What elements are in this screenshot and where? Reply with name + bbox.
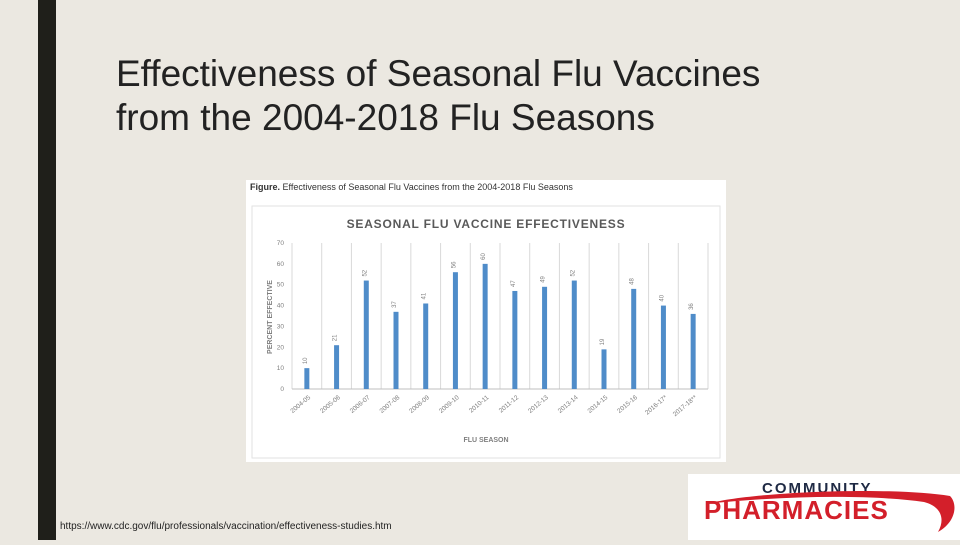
bar [363,280,369,389]
bar [601,349,607,389]
bar [512,290,518,389]
bar [334,345,340,389]
pharmacies-swoosh-logo: COMMUNITY PHARMACIES [704,480,955,532]
chart-figure: SEASONAL FLU VACCINE EFFECTIVENESS PERCE… [246,180,726,462]
y-tick-label: 20 [277,344,285,351]
x-tick-label: 2015-16 [616,394,639,415]
figure-caption: Figure. Effectiveness of Seasonal Flu Va… [250,182,573,192]
y-tick-label: 30 [277,323,285,330]
chart-title: SEASONAL FLU VACCINE EFFECTIVENESS [347,217,626,231]
slide-title: Effectiveness of Seasonal Flu Vaccines f… [116,52,896,140]
bar-value-label: 19 [600,338,606,345]
x-tick-label: 2009-10 [438,394,461,415]
bar-value-label: 37 [392,300,398,307]
source-link[interactable]: https://www.cdc.gov/flu/professionals/va… [60,521,392,532]
figure-caption-prefix: Figure. [250,182,281,192]
bar [660,305,666,389]
bar [304,368,310,389]
bar-value-label: 52 [570,269,576,276]
bar-value-label: 10 [303,357,309,364]
logo-swoosh [706,490,955,532]
x-tick-label: 2013-14 [557,394,580,415]
x-tick-label: 2005-06 [319,394,342,415]
x-tick-label: 2012-13 [527,394,550,415]
bar-value-label: 47 [511,280,517,287]
bar-value-label: 21 [333,334,339,341]
bar [423,303,429,389]
bar-value-label: 60 [481,253,487,260]
bar-value-label: 52 [362,269,368,276]
x-axis-label: FLU SEASON [463,437,508,444]
bar-value-label: 40 [659,294,665,301]
bar [571,280,577,389]
chart-frame [251,205,721,459]
y-axis-label: PERCENT EFFECTIVE [267,280,274,354]
figure-caption-text: Effectiveness of Seasonal Flu Vaccines f… [280,182,573,192]
x-tick-label: 2007-08 [379,394,402,415]
x-tick-label: 2004-05 [289,394,312,415]
bar [542,286,548,389]
x-tick-label: 2006-07 [349,394,372,415]
x-tick-label: 2016-17* [644,394,669,417]
bar [690,313,696,389]
community-pharmacies-logo: COMMUNITY PHARMACIES [688,474,960,540]
bar-value-label: 49 [541,275,547,282]
slide-title-line-2: from the 2004-2018 Flu Seasons [116,97,655,138]
bar-value-label: 48 [630,278,636,285]
y-tick-label: 10 [277,365,285,372]
bar [452,272,458,389]
bar [482,263,488,389]
bar-value-label: 36 [689,303,695,310]
left-accent-bar [38,0,56,540]
x-tick-label: 2011-12 [498,394,521,415]
y-tick-label: 50 [277,282,285,289]
bar-value-label: 56 [451,261,457,268]
y-tick-label: 60 [277,261,285,268]
bar-value-label: 41 [422,292,428,299]
x-tick-label: 2008-09 [408,394,431,415]
bar [631,288,637,389]
x-tick-label: 2010-11 [468,394,491,415]
y-tick-label: 0 [280,386,284,393]
x-tick-label: 2017-18** [672,394,699,418]
y-tick-label: 40 [277,303,285,310]
y-tick-label: 70 [277,240,285,247]
bar-chart: SEASONAL FLU VACCINE EFFECTIVENESS PERCE… [251,205,721,459]
bar [393,311,399,389]
slide-title-line-1: Effectiveness of Seasonal Flu Vaccines [116,53,761,94]
x-tick-label: 2014-15 [587,394,610,415]
logo-main-text: PHARMACIES [704,495,889,525]
